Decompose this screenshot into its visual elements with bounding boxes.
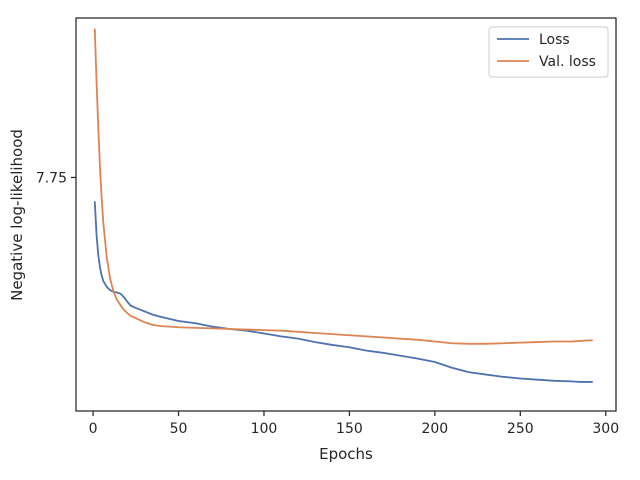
plot-area [93, 28, 593, 383]
x-axis-label: Epochs [319, 445, 373, 463]
x-tick-label: 200 [421, 421, 448, 437]
legend: Loss Val. loss [488, 26, 609, 78]
y-tick-label: 7.75 [36, 170, 67, 186]
legend-label-val-loss: Val. loss [539, 54, 596, 70]
legend-label-loss: Loss [539, 32, 570, 48]
x-tick-label: 300 [592, 421, 619, 437]
x-tick-label: 150 [336, 421, 363, 437]
x-tick-label: 0 [89, 421, 98, 437]
y-axis-label: Negative log-likelihood [8, 129, 26, 301]
x-tick-label: 100 [251, 421, 278, 437]
series-line-val-loss [93, 28, 593, 345]
ticks: 0 50 100 150 200 250 300 7.75 [36, 170, 619, 437]
axes-frame [75, 17, 617, 412]
x-tick-label: 250 [507, 421, 534, 437]
x-tick-label: 50 [170, 421, 188, 437]
series-line-loss [93, 201, 593, 383]
